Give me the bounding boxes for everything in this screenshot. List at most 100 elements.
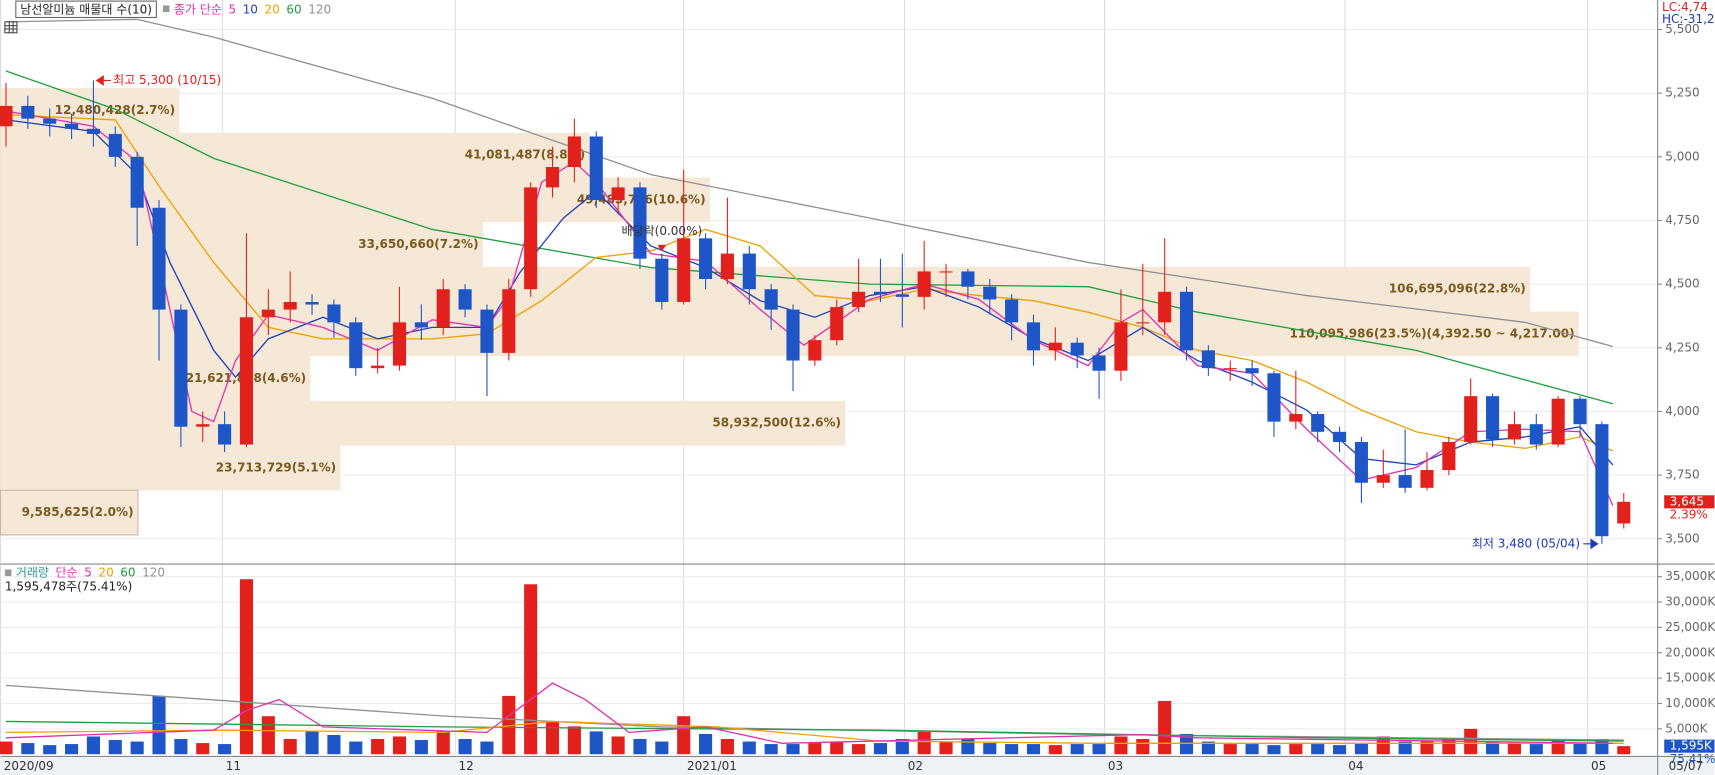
volume-bar	[873, 743, 888, 755]
volume-bar	[480, 741, 494, 755]
candle-body	[414, 322, 428, 328]
high-label: 최고 5,300 (10/15)	[113, 73, 221, 87]
chart-title: 남선알미늄 매물대 수(10)	[20, 2, 152, 16]
x-tick-label: 03	[1108, 759, 1123, 773]
candle-body	[327, 304, 341, 323]
candle-body	[371, 365, 385, 369]
volume-bar	[1486, 741, 1500, 755]
volume-subtitle: 1,595,478주(75.41%)	[5, 579, 132, 593]
candle-body	[1179, 291, 1194, 351]
last-volume-change: 75.41%	[1670, 752, 1715, 766]
y-tick-label: 4,500	[1665, 277, 1699, 291]
corner-label: HC:-31,23	[1662, 12, 1715, 26]
candle-body	[21, 105, 35, 119]
low-arrow	[1583, 538, 1599, 550]
last-volume: 1,595K	[1670, 739, 1713, 753]
legend-entry: 5	[228, 2, 236, 16]
volume-bar	[1048, 745, 1062, 755]
volume-profile-bar	[0, 222, 483, 267]
volume-bar	[86, 736, 100, 755]
x-tick-label: 2021/01	[687, 759, 737, 773]
candle-body	[720, 253, 734, 280]
y-tick-label: 10,000K	[1665, 696, 1715, 710]
legend-label: 거래량	[16, 565, 49, 579]
x-tick-label: 2020/09	[4, 759, 54, 773]
legend-entry: 5	[84, 565, 92, 579]
volume-bar	[1114, 736, 1128, 755]
volume-bar	[1551, 739, 1565, 755]
y-tick-label: 3,750	[1665, 468, 1699, 482]
volume-bar	[1070, 744, 1084, 755]
volume-bar	[655, 741, 669, 755]
last-volume-box	[1664, 739, 1715, 753]
volume-profile-bar	[0, 445, 341, 491]
candle-body	[1332, 431, 1347, 443]
candle-body	[917, 271, 931, 297]
candle-body	[1114, 322, 1128, 371]
volume-bar	[1245, 744, 1259, 755]
candle-body	[65, 123, 79, 129]
legend-swatch	[162, 5, 170, 13]
candle-body	[611, 187, 625, 201]
volume-profile-label: 9,585,625(2.0%)	[22, 505, 134, 519]
x-tick-label: 02	[908, 759, 923, 773]
volume-bar	[1136, 739, 1150, 755]
volume-profile-bar	[0, 356, 311, 401]
volume-bar	[261, 716, 275, 755]
candle-body	[1289, 413, 1303, 422]
volume-bar	[677, 716, 691, 755]
y-tick-label: 4,250	[1665, 340, 1699, 354]
candle-body	[1048, 342, 1062, 351]
candle-body	[218, 424, 232, 445]
candle-body	[633, 187, 647, 259]
candle-body	[1398, 475, 1412, 488]
volume-bar	[1289, 744, 1303, 755]
volume-bar	[720, 739, 734, 755]
volume-bar	[65, 744, 79, 755]
candle-body	[239, 317, 254, 445]
volume-bar	[130, 741, 144, 755]
candle-body	[961, 271, 975, 287]
candle-body	[502, 289, 516, 353]
last-price-box	[1664, 495, 1715, 509]
volume-bar	[567, 726, 581, 755]
candle-body	[174, 309, 188, 427]
candle-body	[545, 167, 560, 188]
volume-bar	[1311, 744, 1325, 755]
volume-bar	[108, 740, 122, 755]
candle-body	[873, 291, 888, 295]
volume-bar	[1507, 741, 1522, 755]
volume-bar	[1179, 733, 1194, 755]
ma-line	[5, 110, 1614, 506]
volume-bar	[305, 731, 319, 755]
y-tick-label: 30,000K	[1665, 595, 1715, 609]
volume-bar	[1267, 745, 1281, 755]
volume-bar	[196, 743, 210, 755]
volume-profile-label: 12,480,428(2.7%)	[55, 103, 175, 117]
legend-entry: 60	[286, 2, 301, 16]
candle-body	[1354, 442, 1368, 483]
volume-bar	[436, 731, 450, 755]
ma-line	[5, 720, 1624, 742]
candle-body	[699, 238, 713, 280]
ma-line	[5, 114, 1614, 452]
candle-body	[1070, 342, 1084, 356]
volume-profile-label: 41,081,487(8.8%)	[465, 148, 585, 162]
candle-body	[655, 258, 669, 302]
volume-bar	[852, 744, 866, 755]
high-arrow	[95, 75, 111, 86]
x-tick-label: 05	[1591, 759, 1606, 773]
volume-bar	[1398, 741, 1412, 755]
x-tick-label: 04	[1348, 759, 1363, 773]
date-axis-band	[0, 756, 1715, 775]
volume-bar	[1223, 744, 1237, 755]
volume-bar	[830, 741, 844, 755]
volume-bar	[633, 739, 647, 755]
volume-bar	[1201, 741, 1215, 755]
volume-bar	[174, 739, 188, 755]
candle-body	[108, 133, 122, 157]
volume-profile-label: 110,095,986(23.5%)(4,392.50 ~ 4,217.00)	[1290, 326, 1575, 340]
candle-body	[1486, 396, 1500, 440]
candle-body	[261, 309, 275, 318]
candle-body	[1005, 299, 1019, 323]
